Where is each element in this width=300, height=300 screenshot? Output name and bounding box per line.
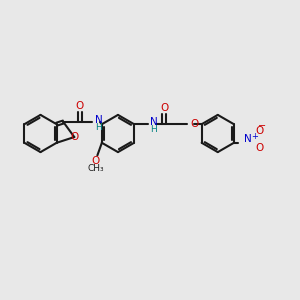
Text: CH₃: CH₃ (88, 164, 104, 173)
Text: H: H (150, 125, 157, 134)
Text: +: + (251, 132, 258, 141)
Text: N: N (95, 115, 103, 125)
Text: H: H (95, 123, 102, 132)
Text: N: N (150, 117, 158, 127)
Text: N: N (244, 134, 251, 144)
Text: O: O (191, 119, 199, 129)
Text: O: O (76, 101, 84, 111)
Text: O: O (160, 103, 168, 113)
Text: O: O (255, 126, 263, 136)
Text: O: O (70, 132, 78, 142)
Text: −: − (259, 121, 267, 131)
Text: O: O (255, 143, 263, 153)
Text: O: O (92, 156, 100, 167)
